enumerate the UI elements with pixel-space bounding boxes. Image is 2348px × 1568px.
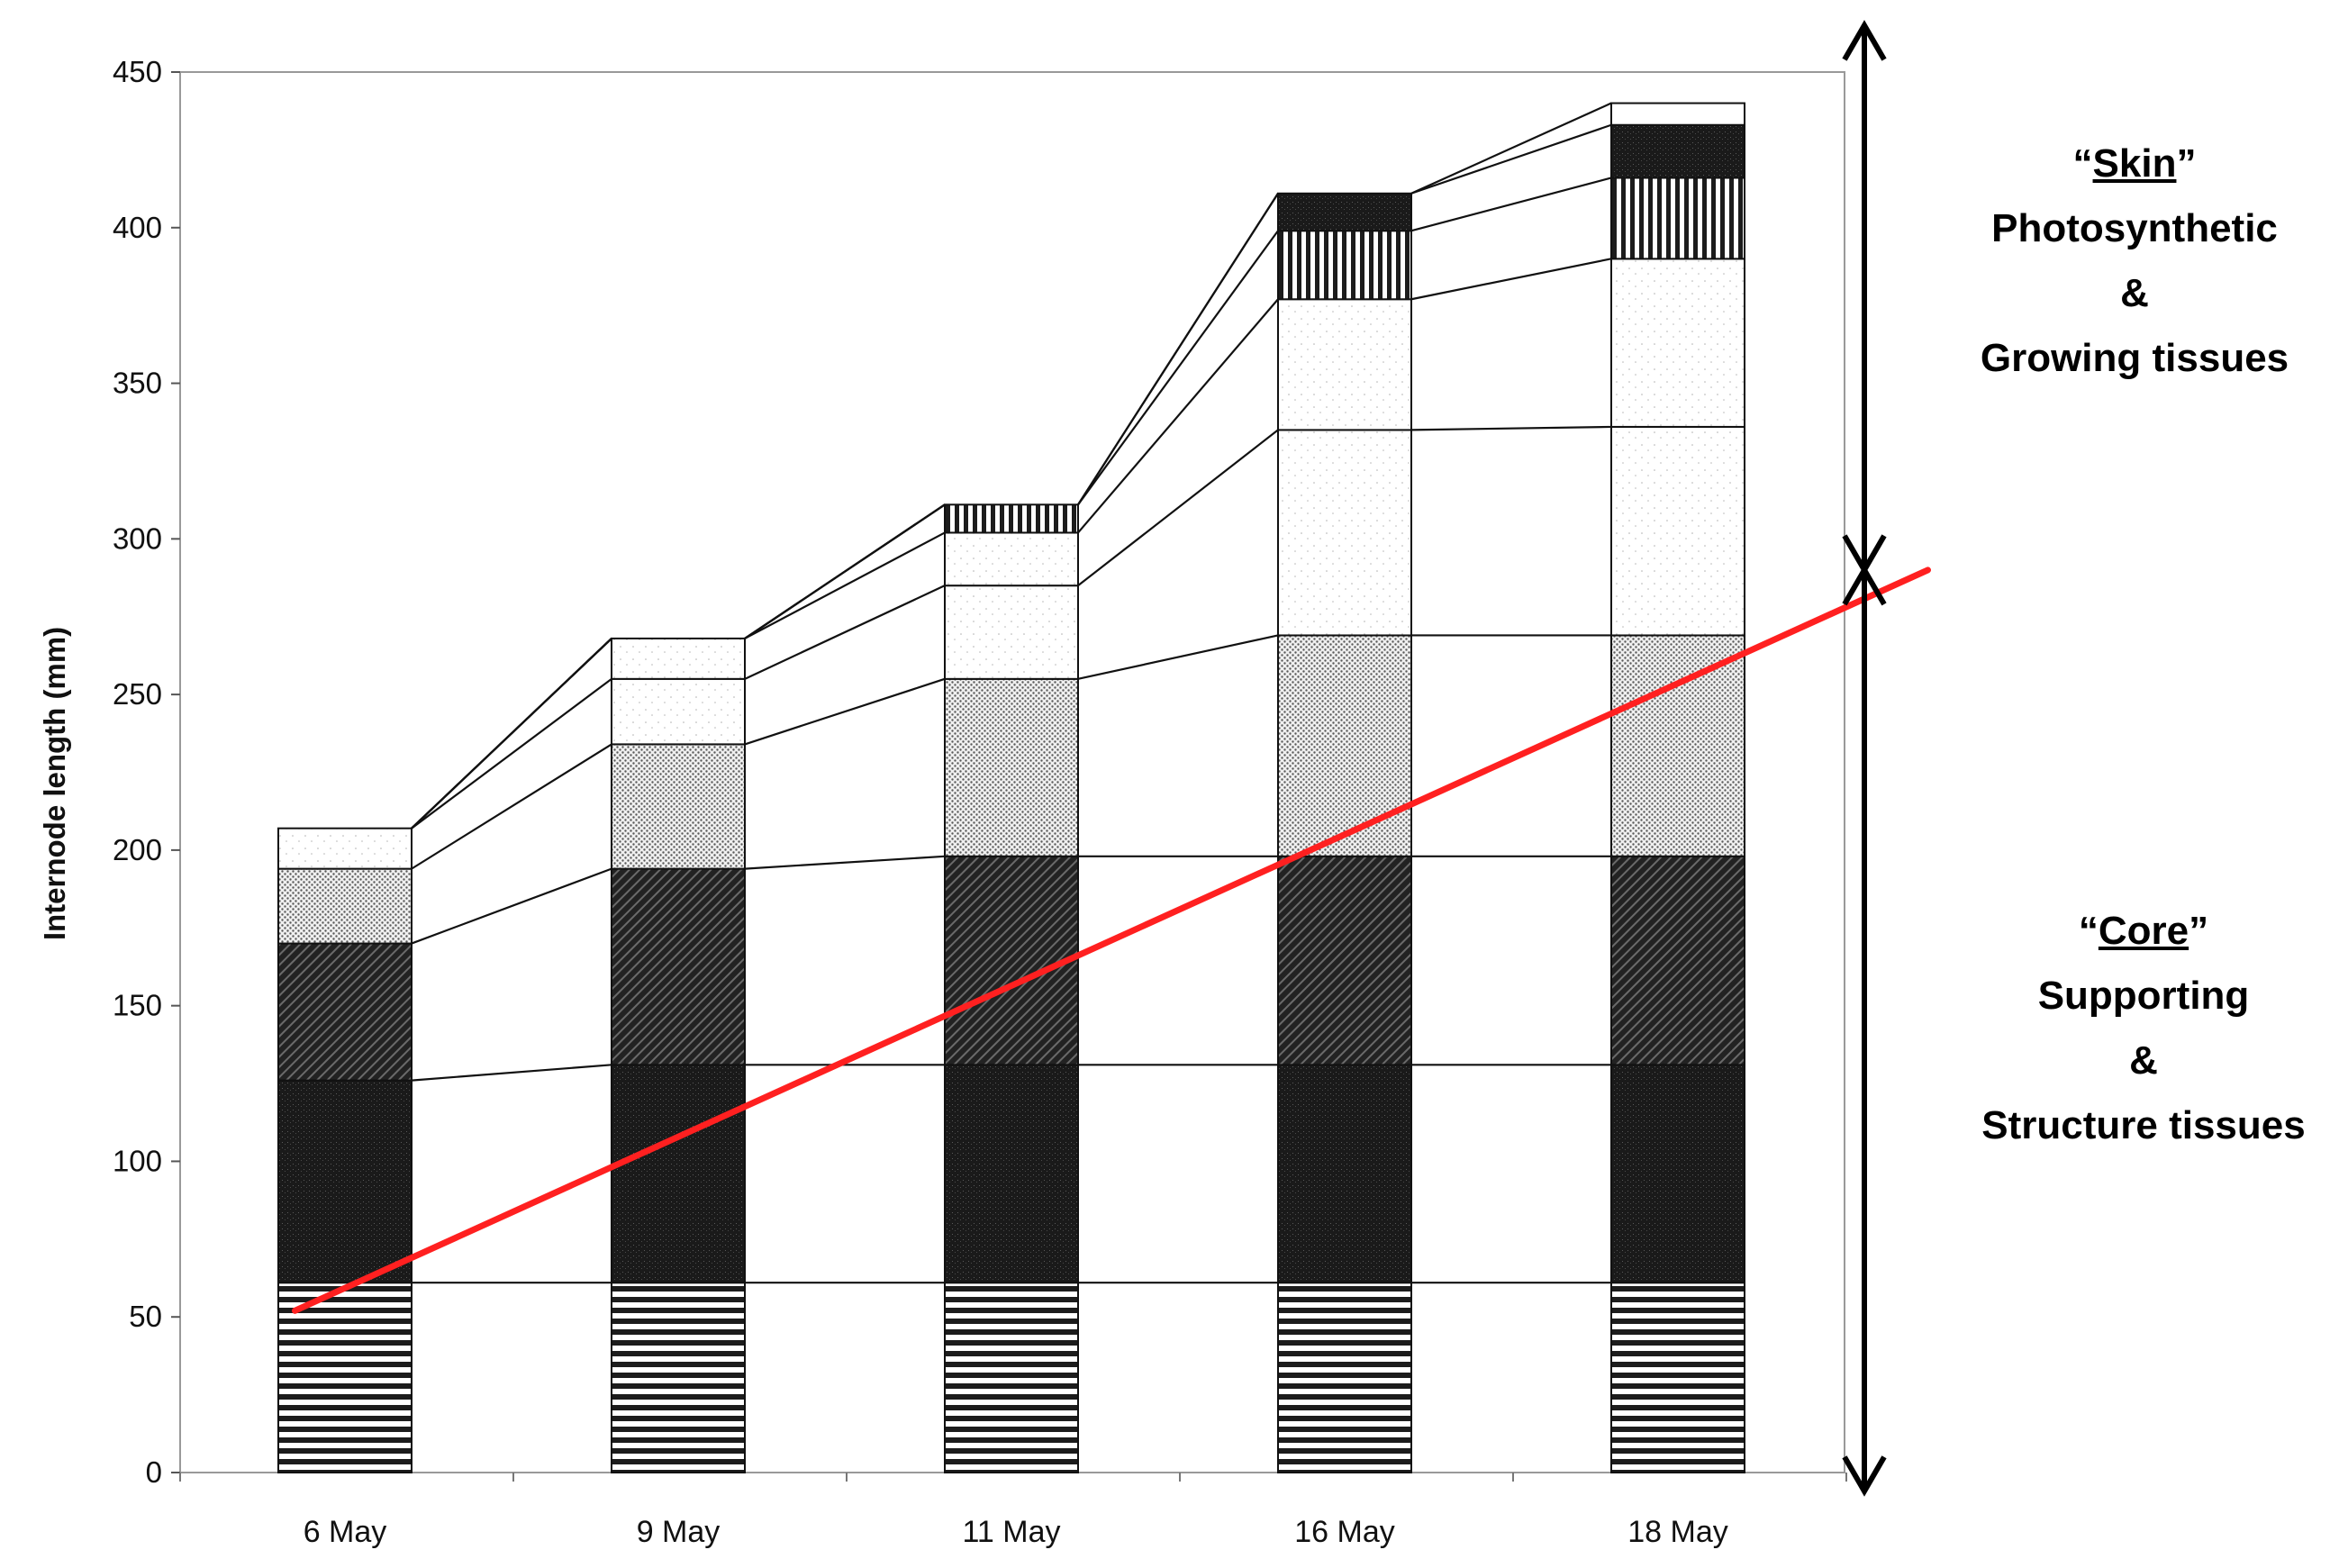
bar-segment (1610, 177, 1745, 260)
segment-connector-line (1410, 258, 1612, 301)
y-tick-label: 150 (113, 989, 162, 1022)
y-axis-label: Internode length (mm) (38, 627, 71, 940)
bar-segment (611, 743, 746, 870)
red-trend-line (292, 566, 1931, 1314)
core-line-3: Structure tissues (1981, 1103, 2306, 1147)
core-range-arrow-head-up (1842, 564, 1887, 606)
bar-segment (944, 503, 1079, 534)
bar-segment (944, 585, 1079, 680)
bar-segment (611, 637, 746, 680)
bar-segment (611, 677, 746, 746)
x-tick-label: 16 May (1294, 1515, 1395, 1549)
segment-connector-line (744, 531, 946, 639)
bar-segment (944, 1064, 1079, 1284)
x-tick-label: 9 May (637, 1515, 721, 1549)
bar-segment (1277, 1064, 1412, 1284)
bar-segment (277, 942, 412, 1082)
bar-segment (1610, 102, 1745, 126)
segment-connector-line (744, 503, 946, 639)
segment-connector-line (1077, 230, 1279, 505)
core-annotation: “Core” Supporting & Structure tissues (1936, 899, 2348, 1158)
segment-connector-line (411, 1064, 612, 1082)
segment-connector-line (1077, 193, 1279, 505)
skin-range-arrow-head-up (1842, 20, 1887, 61)
segment-connector-line (1410, 102, 1612, 195)
bar-segment (1610, 634, 1745, 857)
segment-connector-line (744, 855, 946, 870)
y-tick-label: 0 (146, 1455, 162, 1489)
y-tick-label: 250 (113, 677, 162, 711)
bar-segment (611, 867, 746, 1066)
y-tick-label: 300 (113, 521, 162, 555)
bar-segment (1277, 429, 1412, 637)
skin-line-1: Photosynthetic (1991, 206, 2278, 250)
bar-segment (1610, 123, 1745, 179)
y-tick-label: 200 (113, 833, 162, 866)
segment-connector-line (411, 638, 612, 829)
bar-segment (1277, 1282, 1412, 1473)
x-tick-label: 18 May (1627, 1515, 1728, 1549)
y-tick-label: 50 (129, 1300, 162, 1333)
bar-segment (611, 1064, 746, 1284)
x-tick-label: 6 May (304, 1515, 387, 1549)
segment-connector-line (1410, 177, 1612, 232)
segment-connector-line (1077, 429, 1279, 587)
skin-line-3: Growing tissues (1980, 336, 2289, 380)
bar-segment (1277, 634, 1412, 857)
bar-segment (944, 1282, 1079, 1473)
bar-segment (611, 1282, 746, 1473)
segment-connector-line (744, 677, 946, 746)
segment-connector-line (1077, 634, 1279, 680)
segment-connector-line (411, 867, 612, 945)
bar-segment (1610, 1064, 1745, 1284)
segment-connector-line (744, 585, 946, 680)
bar-segment (1610, 855, 1745, 1066)
segment-connector-line (411, 677, 612, 829)
y-tick-label: 450 (113, 55, 162, 88)
bar-segment (1277, 298, 1412, 431)
bar-segment (277, 1079, 412, 1284)
bar-segment (277, 1282, 412, 1473)
y-tick-label: 100 (113, 1144, 162, 1177)
y-tick-label: 400 (113, 211, 162, 244)
skin-annotation: “Skin” Photosynthetic & Growing tissues (1927, 131, 2342, 391)
bar-segment (1610, 425, 1745, 637)
segment-connector-line (1077, 298, 1279, 534)
bar-segment (1277, 192, 1412, 232)
core-title: “Core” (2078, 909, 2209, 953)
bar-segment (277, 827, 412, 870)
bar-segment (944, 531, 1079, 587)
segment-connector-line (1410, 123, 1612, 195)
bar-segment (277, 867, 412, 945)
bar-segment (1277, 230, 1412, 301)
core-range-arrow-head-down (1842, 1455, 1887, 1497)
x-tick-label: 11 May (963, 1515, 1061, 1549)
bar-segment (1610, 258, 1745, 428)
bar-segment (944, 677, 1079, 857)
bar-segment (1277, 855, 1412, 1066)
bar-segment (1610, 1282, 1745, 1473)
segment-connector-line (1410, 425, 1612, 431)
skin-line-2: & (2120, 271, 2149, 315)
y-tick-label: 350 (113, 367, 162, 400)
segment-connector-line (411, 743, 612, 870)
core-line-2: & (2129, 1038, 2158, 1083)
skin-title: “Skin” (2072, 141, 2197, 186)
bar-segment (944, 855, 1079, 1066)
core-line-1: Supporting (2037, 974, 2250, 1018)
